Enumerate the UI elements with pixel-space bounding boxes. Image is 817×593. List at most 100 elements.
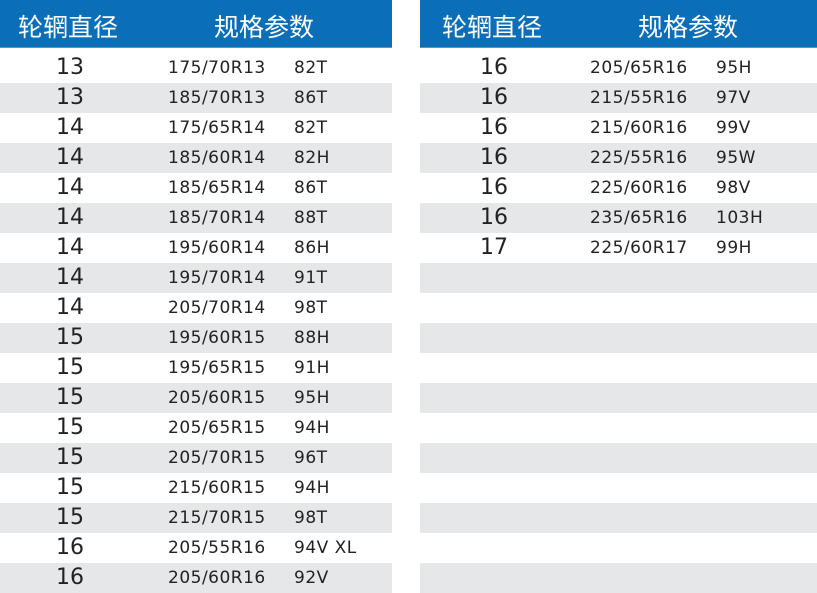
table-row: 15 195/60R15 88H xyxy=(0,323,392,353)
load-speed-cell: 82T xyxy=(294,58,328,78)
load-speed-cell: 97V xyxy=(716,88,751,108)
load-speed-cell: 96T xyxy=(294,448,328,468)
load-speed-cell: 98T xyxy=(294,298,328,318)
tire-size-cell: 185/65R14 xyxy=(168,178,266,198)
table-row xyxy=(420,383,817,413)
table-row xyxy=(420,563,817,593)
rim-diameter-cell: 15 xyxy=(56,355,84,380)
tire-size-cell: 195/60R14 xyxy=(168,238,266,258)
tire-size-cell: 225/60R16 xyxy=(590,178,688,198)
header-spec: 规格参数 xyxy=(638,13,739,42)
load-speed-cell: 95H xyxy=(294,388,330,408)
table-row: 15 195/65R15 91H xyxy=(0,353,392,383)
rim-diameter-cell: 16 xyxy=(480,55,508,80)
tire-size-cell: 235/65R16 xyxy=(590,208,688,228)
rim-diameter-cell: 16 xyxy=(480,205,508,230)
table-row: 16 205/55R16 94V XL xyxy=(0,533,392,563)
table-row: 16 215/55R16 97V xyxy=(420,83,817,113)
table-row xyxy=(420,263,817,293)
table-row: 15 205/60R15 95H xyxy=(0,383,392,413)
tire-size-cell: 175/65R14 xyxy=(168,118,266,138)
rim-diameter-cell: 15 xyxy=(56,505,84,530)
rim-diameter-cell: 15 xyxy=(56,475,84,500)
table-row xyxy=(420,353,817,383)
tire-size-cell: 185/70R13 xyxy=(168,88,266,108)
tire-size-cell: 205/55R16 xyxy=(168,538,266,558)
tire-size-cell: 225/60R17 xyxy=(590,238,688,258)
tire-size-cell: 205/60R16 xyxy=(168,568,266,588)
tire-size-cell: 185/60R14 xyxy=(168,148,266,168)
tire-size-cell: 225/55R16 xyxy=(590,148,688,168)
rim-diameter-cell: 14 xyxy=(56,175,84,200)
table-row: 14 175/65R14 82T xyxy=(0,113,392,143)
tire-size-cell: 195/70R14 xyxy=(168,268,266,288)
table-row: 14 185/65R14 86T xyxy=(0,173,392,203)
table-row: 14 195/60R14 86H xyxy=(0,233,392,263)
tire-size-cell: 215/55R16 xyxy=(590,88,688,108)
load-speed-cell: 82H xyxy=(294,148,330,168)
table-row xyxy=(420,503,817,533)
table-row: 14 185/70R14 88T xyxy=(0,203,392,233)
table-header: 轮辋直径 规格参数 xyxy=(0,0,392,48)
right-table: 轮辋直径 规格参数 16 205/65R16 95H 16 215/55R16 97V 16… xyxy=(420,0,817,593)
load-speed-cell: 94H xyxy=(294,418,330,438)
table-header: 轮辋直径 规格参数 xyxy=(420,0,817,48)
table-row: 13 185/70R13 86T xyxy=(0,83,392,113)
header-spec: 规格参数 xyxy=(214,13,315,42)
rim-diameter-cell: 15 xyxy=(56,385,84,410)
rim-diameter-cell: 15 xyxy=(56,325,84,350)
rim-diameter-cell: 16 xyxy=(480,175,508,200)
load-speed-cell: 103H xyxy=(716,208,764,228)
rim-diameter-cell: 16 xyxy=(56,535,84,560)
load-speed-cell: 86T xyxy=(294,178,328,198)
load-speed-cell: 94H xyxy=(294,478,330,498)
rim-diameter-cell: 14 xyxy=(56,205,84,230)
table-row: 16 205/65R16 95H xyxy=(420,53,817,83)
rim-diameter-cell: 16 xyxy=(56,565,84,590)
table-row: 14 195/70R14 91T xyxy=(0,263,392,293)
table-row: 16 225/55R16 95W xyxy=(420,143,817,173)
load-speed-cell: 88H xyxy=(294,328,330,348)
header-rim-diameter: 轮辋直径 xyxy=(18,13,119,42)
rim-diameter-cell: 16 xyxy=(480,145,508,170)
rim-diameter-cell: 13 xyxy=(56,55,84,80)
load-speed-cell: 99V xyxy=(716,118,751,138)
rim-diameter-cell: 14 xyxy=(56,235,84,260)
load-speed-cell: 92V xyxy=(294,568,329,588)
table-body: 16 205/65R16 95H 16 215/55R16 97V 16 215/60R16 9… xyxy=(420,53,817,593)
table-row: 16 215/60R16 99V xyxy=(420,113,817,143)
rim-diameter-cell: 14 xyxy=(56,295,84,320)
load-speed-cell: 82T xyxy=(294,118,328,138)
table-row: 14 205/70R14 98T xyxy=(0,293,392,323)
table-row xyxy=(420,323,817,353)
table-row xyxy=(420,533,817,563)
table-row: 17 225/60R17 99H xyxy=(420,233,817,263)
rim-diameter-cell: 17 xyxy=(480,235,508,260)
tire-size-cell: 175/70R13 xyxy=(168,58,266,78)
table-row: 15 215/60R15 94H xyxy=(0,473,392,503)
load-speed-cell: 91H xyxy=(294,358,330,378)
table-row: 16 235/65R16 103H xyxy=(420,203,817,233)
table-row: 13 175/70R13 82T xyxy=(0,53,392,83)
left-table: 轮辋直径 规格参数 13 175/70R13 82T 13 185/70R13 86T 14… xyxy=(0,0,392,593)
table-row: 16 205/60R16 92V xyxy=(0,563,392,593)
rim-diameter-cell: 15 xyxy=(56,445,84,470)
rim-diameter-cell: 16 xyxy=(480,85,508,110)
tire-size-cell: 195/65R15 xyxy=(168,358,266,378)
header-rim-diameter: 轮辋直径 xyxy=(442,13,543,42)
table-row: 16 225/60R16 98V xyxy=(420,173,817,203)
load-speed-cell: 99H xyxy=(716,238,752,258)
load-speed-cell: 95W xyxy=(716,148,756,168)
table-row xyxy=(420,473,817,503)
load-speed-cell: 95H xyxy=(716,58,752,78)
load-speed-cell: 98T xyxy=(294,508,328,528)
rim-diameter-cell: 16 xyxy=(480,115,508,140)
load-speed-cell: 88T xyxy=(294,208,328,228)
tire-size-cell: 205/70R15 xyxy=(168,448,266,468)
tire-size-cell: 205/70R14 xyxy=(168,298,266,318)
load-speed-cell: 86T xyxy=(294,88,328,108)
tire-size-cell: 205/65R15 xyxy=(168,418,266,438)
load-speed-cell: 98V xyxy=(716,178,751,198)
table-row: 15 215/70R15 98T xyxy=(0,503,392,533)
table-row: 15 205/65R15 94H xyxy=(0,413,392,443)
